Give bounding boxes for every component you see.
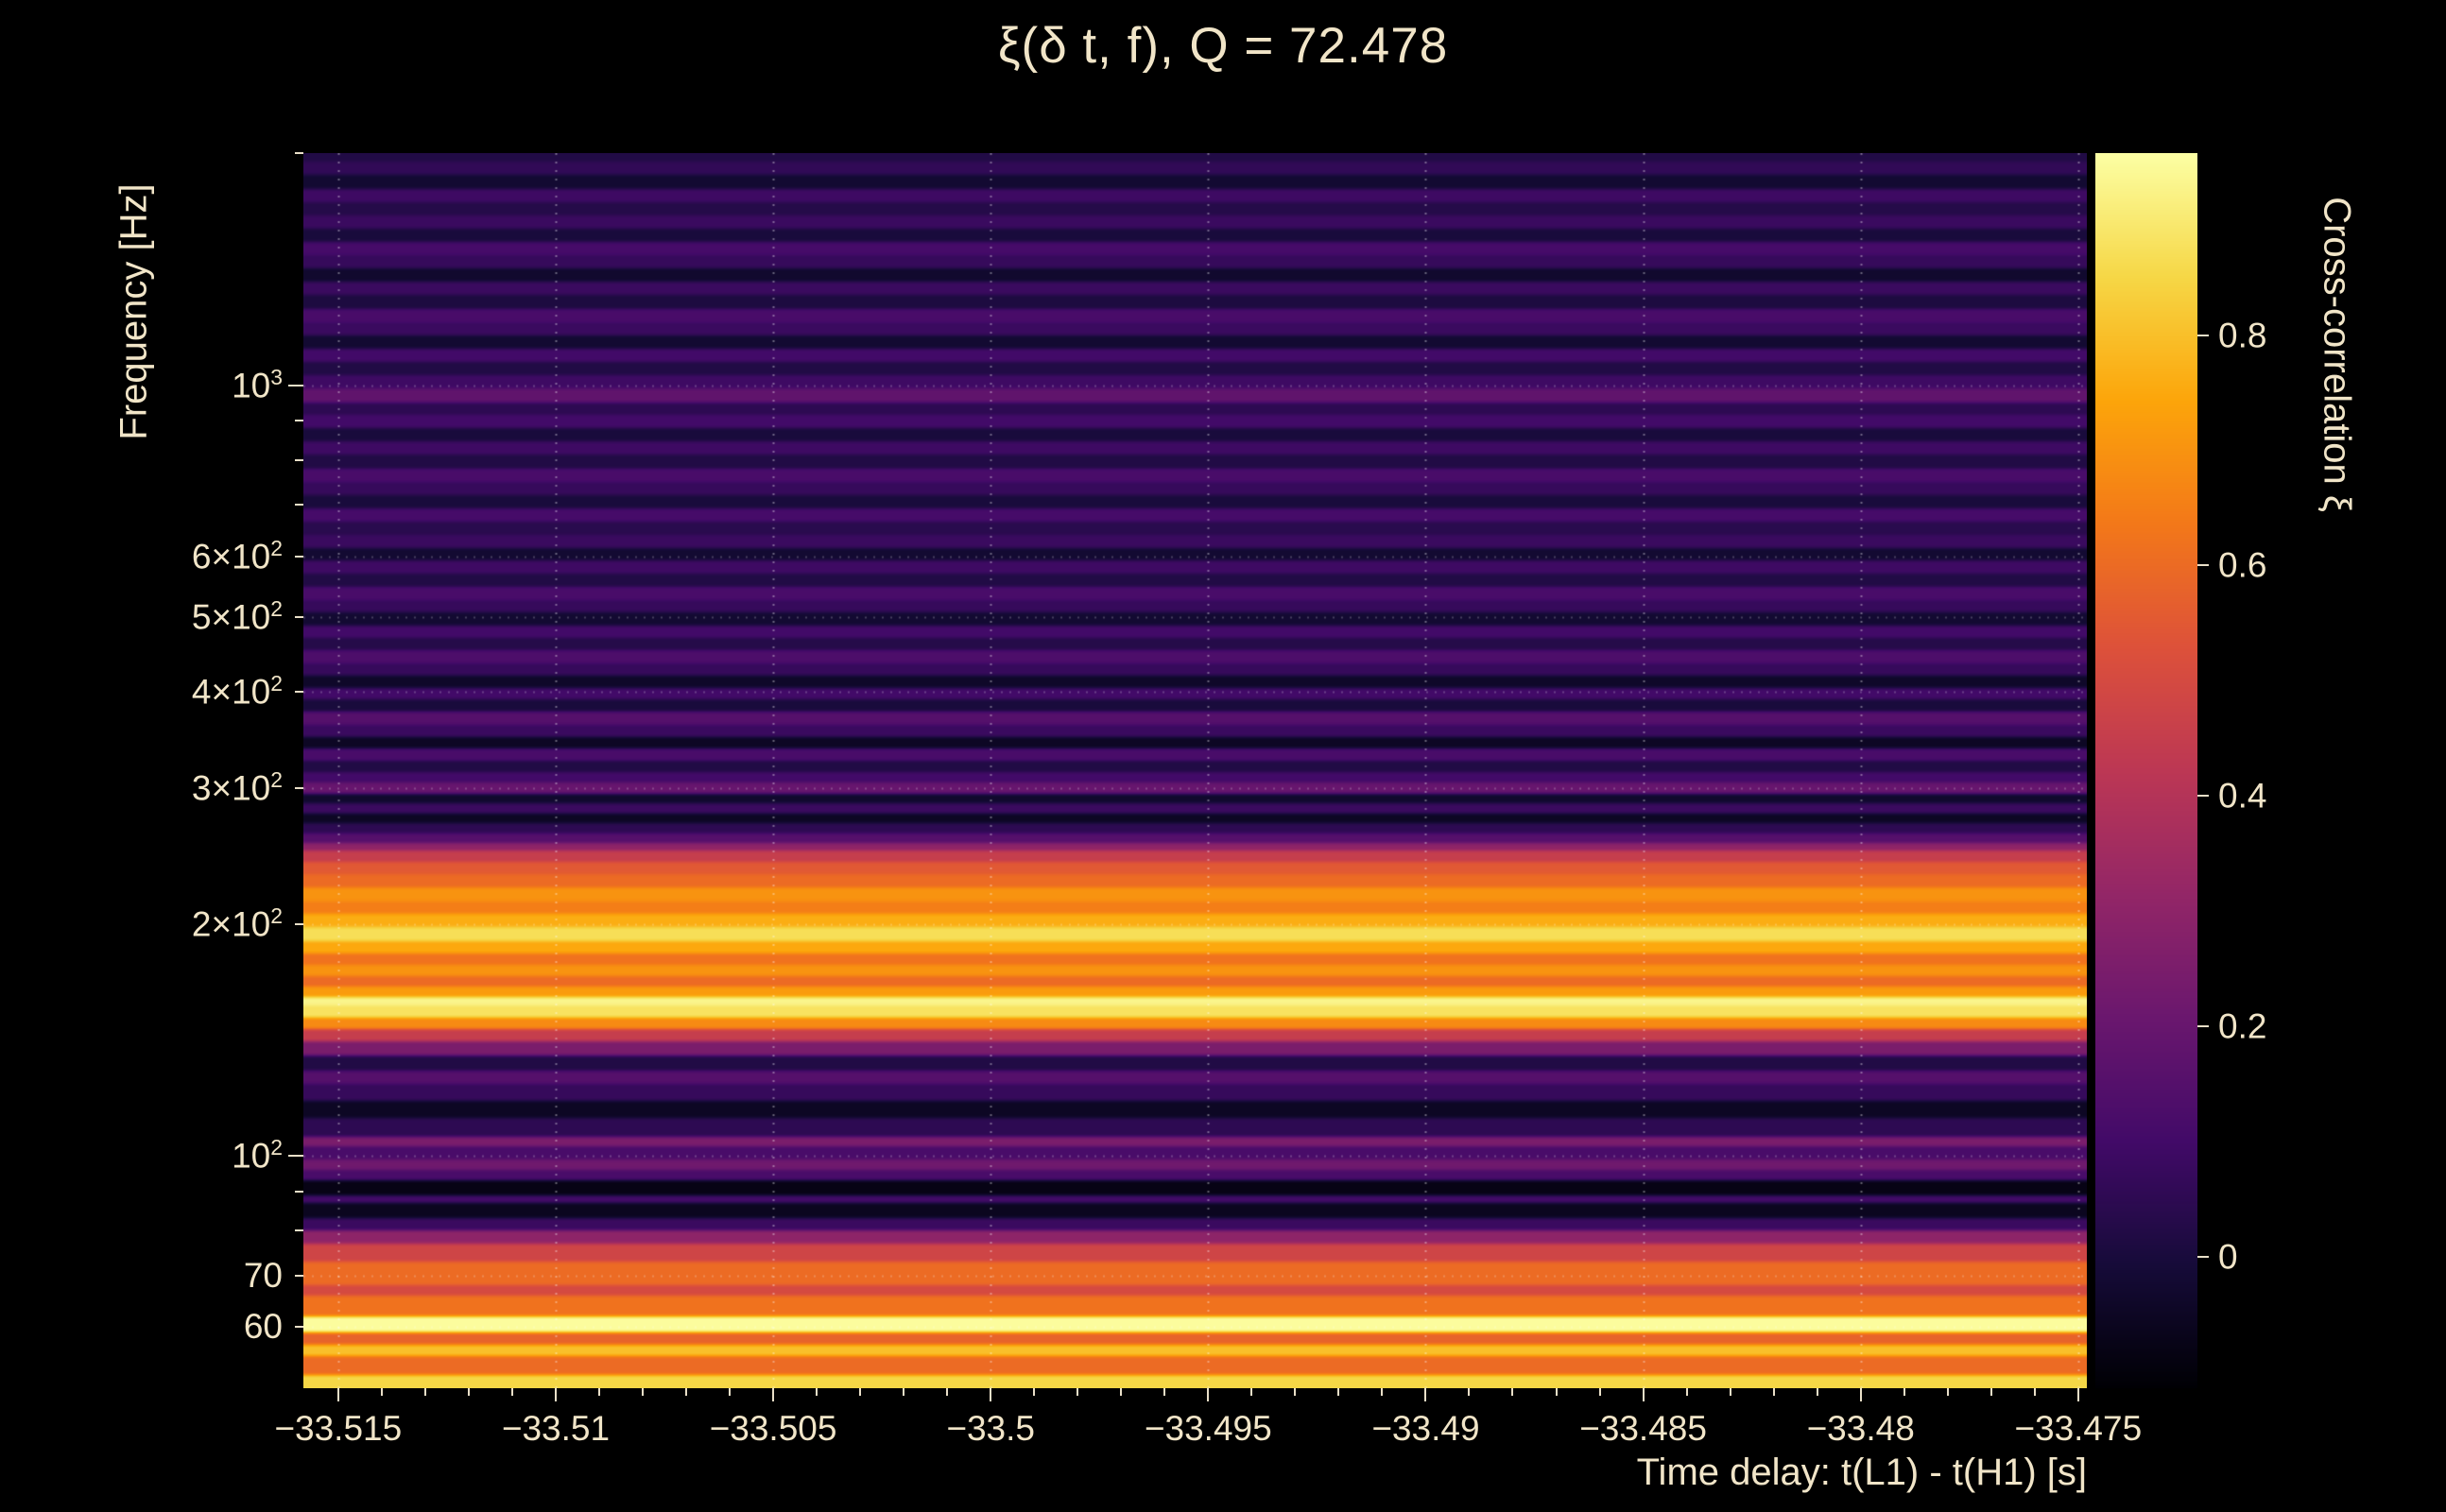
heatmap-canvas xyxy=(303,153,2087,1388)
x-axis-minor-tick xyxy=(1381,1388,1384,1396)
x-axis-tick xyxy=(2076,1388,2079,1401)
x-tick-label: −33.475 xyxy=(2014,1409,2143,1448)
y-axis-minor-tick xyxy=(295,787,303,790)
y-axis-label: Frequency [Hz] xyxy=(112,183,155,440)
x-axis-tick xyxy=(554,1388,557,1401)
colorbar-gradient xyxy=(2095,153,2197,1388)
x-tick-label: −33.495 xyxy=(1144,1409,1272,1448)
x-axis-minor-tick xyxy=(1555,1388,1558,1396)
y-axis-minor-tick xyxy=(295,419,303,421)
x-tick-label: −33.515 xyxy=(274,1409,403,1448)
x-axis-minor-tick xyxy=(1250,1388,1253,1396)
colorbar-tick-label: 0.6 xyxy=(2218,545,2267,585)
y-tick-label: 5×102 xyxy=(191,596,283,637)
y-axis-minor-tick xyxy=(295,152,303,154)
x-axis-minor-tick xyxy=(1033,1388,1036,1396)
x-axis-minor-tick xyxy=(1685,1388,1688,1396)
y-axis-minor-tick xyxy=(295,691,303,694)
colorbar-tick xyxy=(2197,1256,2209,1258)
x-tick-label: −33.5 xyxy=(946,1409,1035,1448)
x-axis-tick xyxy=(990,1388,992,1401)
x-axis-tick xyxy=(1424,1388,1427,1401)
y-axis-minor-tick xyxy=(295,555,303,558)
x-axis-minor-tick xyxy=(859,1388,862,1396)
x-axis-minor-tick xyxy=(816,1388,818,1396)
x-axis-minor-tick xyxy=(1468,1388,1471,1396)
x-axis-minor-tick xyxy=(1294,1388,1297,1396)
y-tick-label: 103 xyxy=(232,364,283,404)
y-axis-tick xyxy=(288,384,303,387)
x-axis-minor-tick xyxy=(1511,1388,1514,1396)
x-axis-minor-tick xyxy=(685,1388,687,1396)
x-axis-tick xyxy=(1207,1388,1210,1401)
x-axis-tick xyxy=(1642,1388,1645,1401)
x-axis-minor-tick xyxy=(1903,1388,1905,1396)
x-axis-minor-tick xyxy=(903,1388,905,1396)
x-axis-minor-tick xyxy=(1120,1388,1123,1396)
y-axis-minor-tick xyxy=(295,458,303,461)
colorbar-tick xyxy=(2197,1025,2209,1028)
y-tick-label: 3×102 xyxy=(191,767,283,808)
y-tick-label: 70 xyxy=(243,1255,283,1295)
x-axis-minor-tick xyxy=(1163,1388,1166,1396)
y-axis-minor-tick xyxy=(295,1326,303,1329)
x-axis-tick xyxy=(336,1388,339,1401)
y-tick-label: 4×102 xyxy=(191,671,283,712)
x-axis-minor-tick xyxy=(1598,1388,1601,1396)
x-axis-minor-tick xyxy=(2033,1388,2036,1396)
colorbar-tick-label: 0.2 xyxy=(2218,1006,2267,1046)
x-axis-minor-tick xyxy=(597,1388,600,1396)
x-axis-tick xyxy=(1859,1388,1862,1401)
x-axis-minor-tick xyxy=(729,1388,732,1396)
colorbar-tick xyxy=(2197,334,2209,336)
x-axis-minor-tick xyxy=(423,1388,426,1396)
y-axis-minor-tick xyxy=(295,1274,303,1277)
colorbar-tick xyxy=(2197,795,2209,798)
plot-title: ξ(δ t, f), Q = 72.478 xyxy=(997,18,1449,74)
x-tick-label: −33.51 xyxy=(501,1409,611,1448)
y-axis-minor-tick xyxy=(295,503,303,506)
x-axis-minor-tick xyxy=(380,1388,383,1396)
x-axis-minor-tick xyxy=(1077,1388,1079,1396)
y-axis-minor-tick xyxy=(295,616,303,619)
colorbar-tick-label: 0.4 xyxy=(2218,776,2267,816)
y-axis-minor-tick xyxy=(295,1190,303,1193)
x-axis-minor-tick xyxy=(1772,1388,1775,1396)
y-axis-minor-tick xyxy=(295,1229,303,1232)
x-axis-label: Time delay: t(L1) - t(H1) [s] xyxy=(1636,1452,2087,1493)
y-axis-tick xyxy=(288,1155,303,1158)
colorbar-label: Cross-correlation ξ xyxy=(2316,197,2358,512)
x-axis-minor-tick xyxy=(467,1388,470,1396)
x-tick-label: −33.505 xyxy=(709,1409,837,1448)
x-tick-label: −33.485 xyxy=(1579,1409,1707,1448)
x-axis-minor-tick xyxy=(1729,1388,1731,1396)
colorbar-tick-label: 0 xyxy=(2218,1237,2238,1277)
x-axis-minor-tick xyxy=(1946,1388,1949,1396)
y-tick-label: 102 xyxy=(232,1135,283,1176)
x-axis-minor-tick xyxy=(1816,1388,1818,1396)
x-axis-minor-tick xyxy=(1990,1388,1992,1396)
x-axis-minor-tick xyxy=(510,1388,513,1396)
y-tick-label: 6×102 xyxy=(191,535,283,576)
x-axis-minor-tick xyxy=(1337,1388,1340,1396)
colorbar-tick xyxy=(2197,564,2209,567)
x-tick-label: −33.49 xyxy=(1371,1409,1480,1448)
x-axis-minor-tick xyxy=(946,1388,949,1396)
y-tick-label: 60 xyxy=(243,1307,283,1347)
x-axis-minor-tick xyxy=(641,1388,644,1396)
x-axis-tick xyxy=(772,1388,775,1401)
y-axis-minor-tick xyxy=(295,922,303,925)
x-tick-label: −33.48 xyxy=(1806,1409,1915,1448)
y-tick-label: 2×102 xyxy=(191,902,283,944)
colorbar-tick-label: 0.8 xyxy=(2218,316,2267,355)
